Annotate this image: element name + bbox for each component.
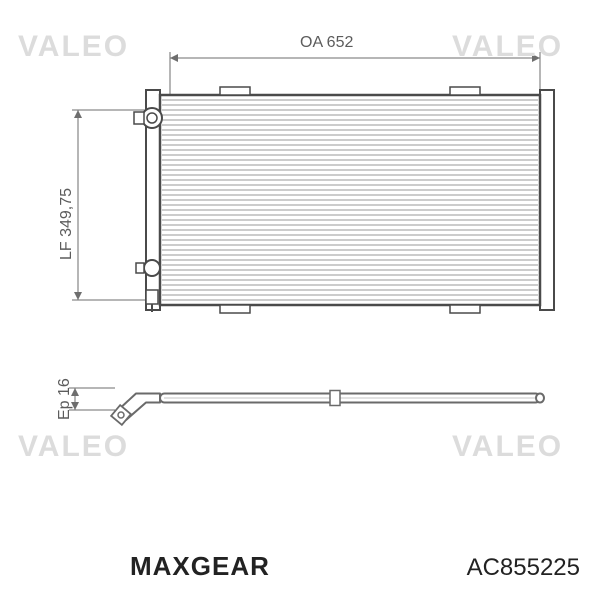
diagram-stage: VALEO VALEO VALEO VALEO OA 652 LF 349,75… [0, 0, 600, 600]
technical-drawing-svg [0, 0, 600, 470]
dimension-depth-label: Ep 16 [56, 378, 74, 420]
brand-label: MAXGEAR [130, 551, 270, 582]
part-number: AC855225 [467, 554, 580, 582]
dimension-width-label: OA 652 [300, 34, 353, 52]
dimension-height-label: LF 349,75 [58, 188, 76, 260]
